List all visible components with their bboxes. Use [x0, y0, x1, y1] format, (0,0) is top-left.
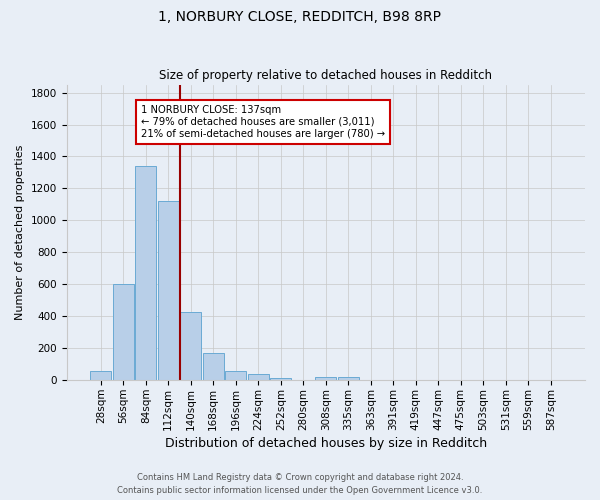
Bar — [158, 202, 179, 380]
Text: 1 NORBURY CLOSE: 137sqm
← 79% of detached houses are smaller (3,011)
21% of semi: 1 NORBURY CLOSE: 137sqm ← 79% of detache… — [141, 106, 385, 138]
Text: Contains HM Land Registry data © Crown copyright and database right 2024.
Contai: Contains HM Land Registry data © Crown c… — [118, 474, 482, 495]
Bar — [90, 370, 112, 380]
Bar — [338, 377, 359, 380]
X-axis label: Distribution of detached houses by size in Redditch: Distribution of detached houses by size … — [165, 437, 487, 450]
Bar — [248, 374, 269, 380]
Bar — [135, 166, 157, 380]
Bar — [180, 312, 202, 380]
Text: 1, NORBURY CLOSE, REDDITCH, B98 8RP: 1, NORBURY CLOSE, REDDITCH, B98 8RP — [158, 10, 442, 24]
Y-axis label: Number of detached properties: Number of detached properties — [15, 144, 25, 320]
Bar — [203, 353, 224, 380]
Title: Size of property relative to detached houses in Redditch: Size of property relative to detached ho… — [159, 69, 492, 82]
Bar — [315, 377, 337, 380]
Bar — [270, 378, 292, 380]
Bar — [225, 370, 247, 380]
Bar — [113, 284, 134, 380]
